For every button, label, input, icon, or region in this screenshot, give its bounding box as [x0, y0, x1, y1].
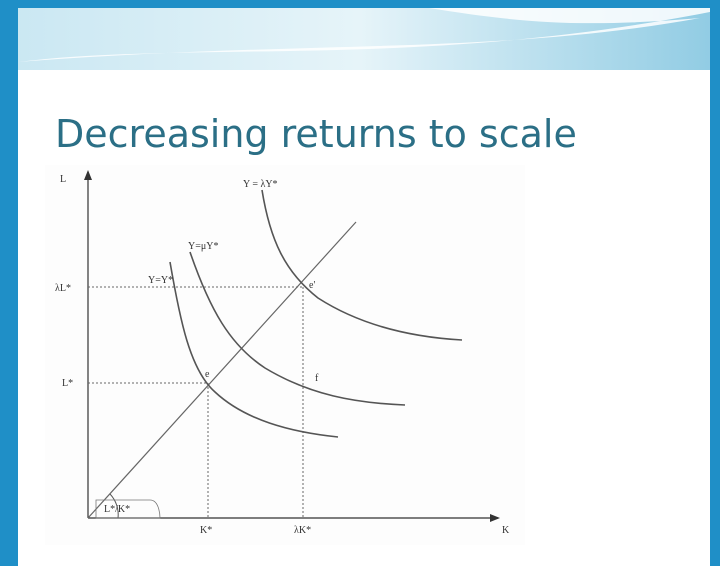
isoquant	[169, 261, 339, 438]
curve-label: Y = λY*	[243, 179, 278, 190]
diagram-panel	[45, 165, 525, 545]
angle-label: L*/K*	[104, 504, 130, 515]
banner-wave	[18, 0, 720, 62]
left-bar	[0, 0, 18, 566]
y-arrow	[84, 170, 92, 180]
top-bar	[0, 0, 720, 8]
x-arrow	[490, 514, 500, 522]
ray	[87, 221, 357, 519]
point-label: e	[205, 369, 210, 380]
curve-label: Y=μY*	[188, 241, 218, 252]
curve-label: Y=Y*	[148, 275, 173, 286]
diagram: L K λL* L* K* λK* Y = λY* Y=μY* Y=Y* e e…	[45, 165, 525, 545]
y-axis-label: L	[60, 174, 66, 185]
isoquant	[189, 251, 406, 406]
isoquant	[261, 189, 463, 341]
slide-title: Decreasing returns to scale	[55, 112, 577, 156]
y-tick-label: λL*	[55, 283, 71, 294]
point-label: e'	[309, 280, 315, 291]
y-tick-label: L*	[62, 378, 73, 389]
x-tick-label: K*	[200, 525, 212, 536]
angle-arc	[109, 493, 119, 519]
angle-box	[95, 499, 161, 519]
right-bar	[710, 0, 720, 566]
point-label: f	[315, 373, 319, 384]
x-axis-label: K	[502, 525, 510, 536]
x-tick-label: λK*	[294, 525, 311, 536]
